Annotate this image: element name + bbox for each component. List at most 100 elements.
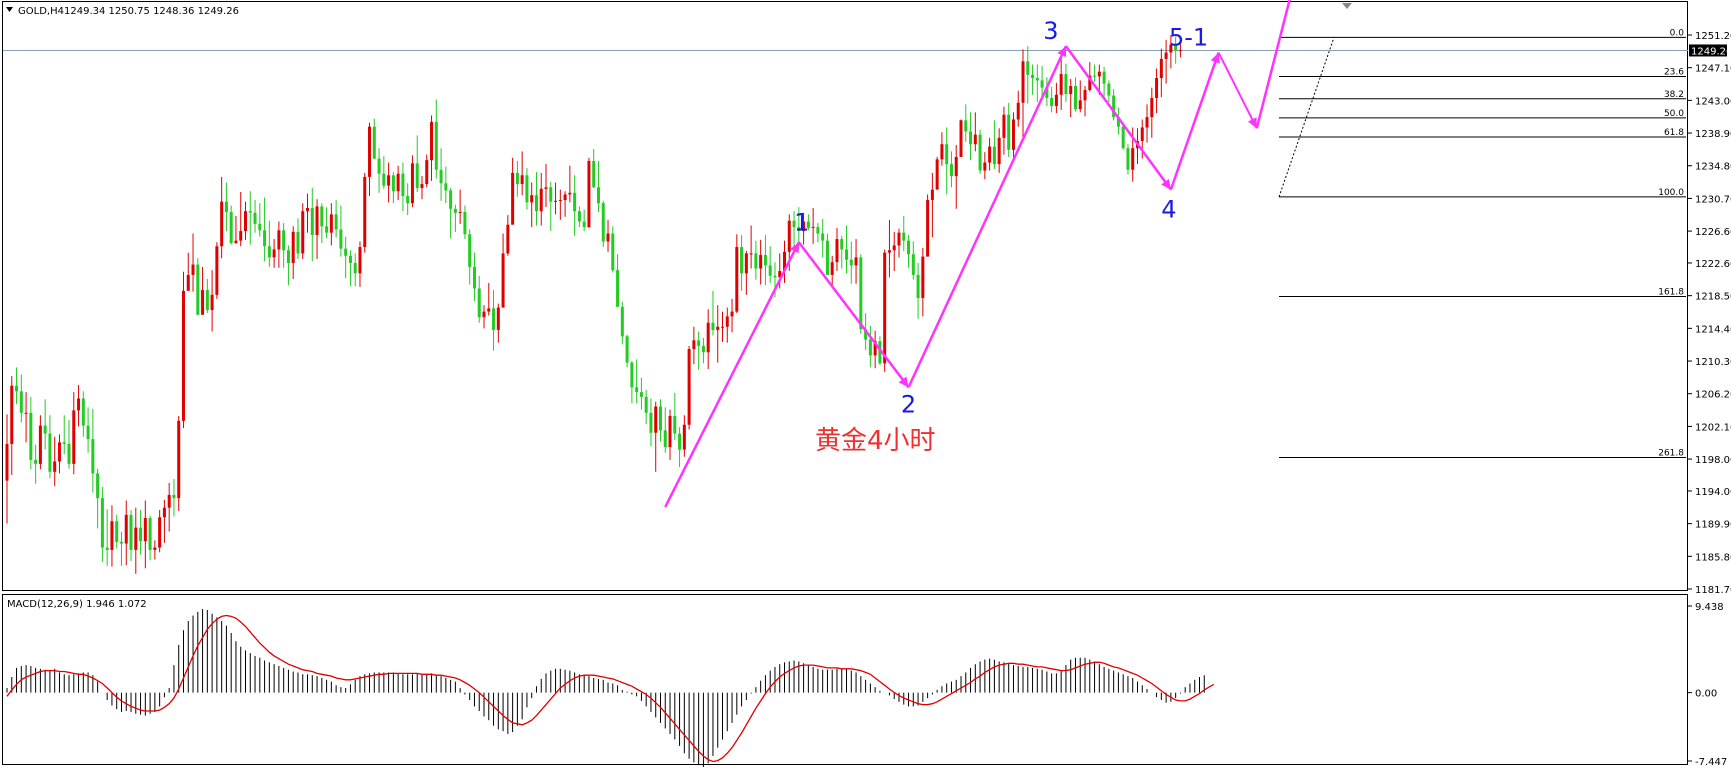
candle-body (878, 341, 882, 364)
candle-body (630, 362, 634, 388)
candle-body (86, 425, 90, 440)
arrow-head-icon (1057, 46, 1067, 58)
elliott-wave-lines[interactable]: 1 2 3 4 5-1 (664, 0, 1297, 508)
price-tick-label: 1210.30 (1695, 357, 1731, 368)
candle-body (778, 270, 782, 278)
candle-body (754, 253, 758, 269)
candle-body (329, 214, 333, 233)
candle-body (973, 134, 977, 145)
fib-level-label: 261.8 (1658, 448, 1684, 458)
candle-body (72, 410, 76, 464)
candle-body (525, 175, 529, 203)
candle-body (196, 264, 200, 315)
price-tick-label: 1202.10 (1695, 422, 1731, 433)
candle-body (873, 341, 877, 356)
candle-body (544, 187, 548, 189)
candle-body (735, 247, 739, 312)
candle-body (272, 249, 276, 258)
candle-body (1116, 117, 1120, 127)
macd-signal-line (6, 614, 1215, 763)
candle-body (77, 398, 81, 411)
candle-body (658, 406, 662, 431)
gold-4h-annotation: 黄金4小时 (815, 426, 936, 456)
candle-body (1026, 61, 1030, 75)
candle-body (391, 175, 395, 192)
price-tick-label: 1222.60 (1695, 259, 1731, 270)
candle-body (654, 406, 658, 433)
candle-body (401, 173, 405, 197)
arrow-head-icon (898, 376, 909, 388)
candle-body (611, 233, 615, 271)
candle-body (1045, 87, 1049, 98)
candle-body (1059, 74, 1063, 95)
candle-body (792, 220, 796, 228)
candle-body (267, 246, 271, 258)
candle-body (988, 146, 992, 163)
candle-body (430, 121, 434, 161)
candle-body (477, 288, 481, 318)
candle-body (763, 255, 767, 266)
candle-body (148, 518, 152, 550)
candle-body (773, 275, 777, 278)
candle-body (945, 144, 949, 165)
candle-body (997, 137, 1001, 165)
current-price-label: 1249.26 (1691, 46, 1731, 57)
candle-body (740, 247, 744, 274)
candle-body (368, 126, 372, 177)
candle-body (1121, 126, 1125, 149)
macd-tick-label: -7.447 (1695, 757, 1727, 768)
candle-body (220, 201, 224, 247)
candle-body (687, 349, 691, 425)
fibonacci-retracement[interactable]: 0.0 23.6 38.2 50.0 61.8 100.0 161.8 261.8 (1278, 28, 1686, 458)
candle-body (1155, 78, 1159, 98)
wave-segment (797, 241, 910, 389)
candle-body (406, 196, 410, 204)
candle-body (224, 201, 228, 212)
candle-body (449, 190, 453, 209)
candle-body (549, 187, 553, 202)
price-tick-label: 1251.20 (1695, 31, 1731, 42)
scroll-marker-icon[interactable] (1342, 3, 1352, 9)
candle-body (830, 262, 834, 275)
candle-body (854, 257, 858, 266)
candle-body (444, 183, 448, 191)
candle-body (296, 231, 300, 254)
candle-body (96, 473, 100, 499)
macd-tick-label: 9.438 (1695, 602, 1724, 613)
fib-anchor-line (1278, 37, 1335, 197)
candle-body (883, 252, 887, 364)
candle-body (501, 253, 505, 308)
candle-body (434, 121, 438, 170)
candle-body (124, 514, 128, 544)
price-tick-label: 1185.80 (1695, 552, 1731, 563)
triangle-down-icon[interactable] (6, 7, 13, 12)
candle-body (635, 387, 639, 393)
candle-body (587, 160, 591, 228)
price-axis: 1251.20 1247.10 1243.00 1238.90 1234.80 1230.… (3, 31, 1731, 596)
candle-body (100, 498, 104, 548)
candle-body (639, 392, 643, 397)
candle-body (1083, 90, 1087, 101)
candle-body (396, 173, 400, 192)
candle-body (845, 249, 849, 260)
candle-body (577, 211, 581, 222)
macd-panel-frame (2, 594, 1688, 765)
price-tick-label: 1194.00 (1695, 487, 1731, 498)
wave-label: 4 (1161, 196, 1176, 224)
candle-body (563, 194, 567, 201)
candle-body (167, 494, 171, 508)
price-tick-label: 1198.00 (1695, 455, 1731, 466)
wave-label: 3 (1043, 17, 1058, 45)
candle-body (1126, 148, 1130, 170)
candle-body (234, 240, 238, 244)
candle-body (697, 340, 701, 346)
candle-body (487, 308, 491, 312)
candle-body (1073, 86, 1077, 110)
candle-body (425, 160, 429, 185)
wave-label: 1 (794, 208, 809, 236)
candle-body (29, 412, 33, 460)
candle-body (339, 229, 343, 249)
candle-body (492, 308, 496, 330)
candle-body (1097, 71, 1101, 77)
